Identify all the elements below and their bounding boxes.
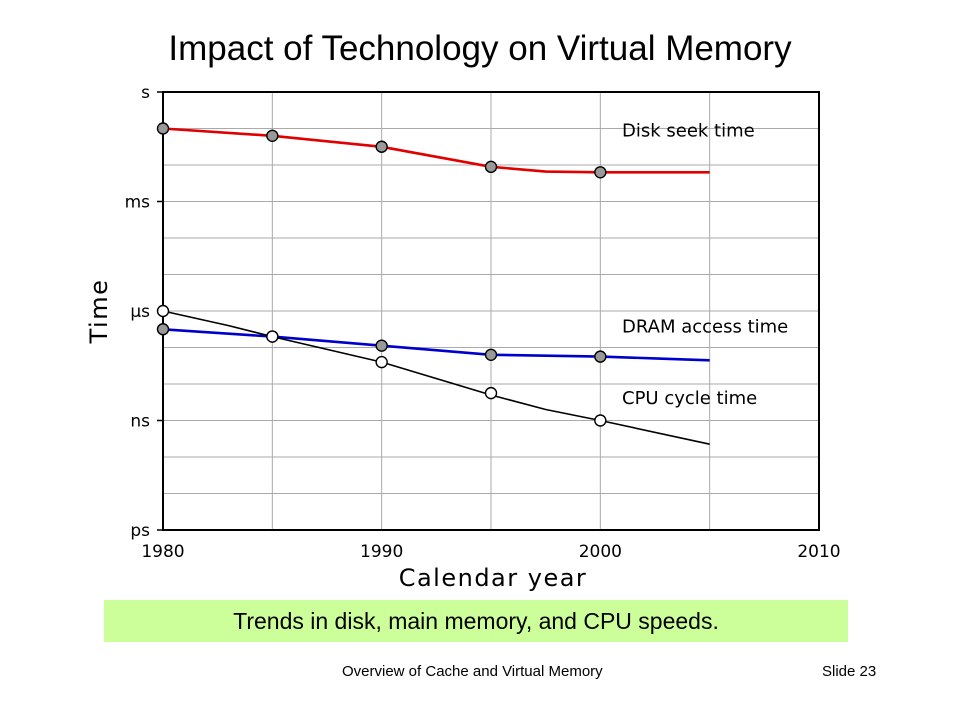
data-point: [156, 122, 170, 135]
data-point: [266, 129, 279, 143]
data-point: [375, 355, 388, 369]
data-point: [594, 350, 607, 363]
y-tick-label: ns: [130, 412, 150, 432]
data-point: [375, 339, 388, 352]
x-tick-label: 2010: [797, 542, 840, 562]
data-point: [484, 386, 498, 400]
slide-number: Slide 23: [822, 663, 877, 680]
y-tick-label: µs: [130, 302, 150, 322]
series-label: CPU cycle time: [622, 388, 757, 409]
x-tick-labels: 1980 1990 2000 2010: [141, 542, 840, 562]
data-point: [375, 140, 388, 153]
x-tick-label: 1990: [360, 542, 403, 562]
y-tick-label: ms: [125, 193, 151, 213]
x-tick-label: 2000: [579, 542, 622, 562]
chart-grid: [163, 92, 819, 530]
series-labels: Disk seek time DRAM access time CPU cycle …: [622, 120, 788, 409]
data-point: [594, 166, 607, 179]
y-tick-labels: s ms µs ns ps: [125, 83, 163, 541]
series-label: Disk seek time: [622, 120, 755, 141]
x-tick-label: 1980: [141, 542, 184, 562]
series-label: DRAM access time: [622, 316, 788, 337]
data-point: [156, 323, 170, 336]
data-point: [484, 160, 498, 174]
data-point: [266, 330, 279, 343]
series-line: [162, 310, 710, 445]
x-axis-title: Calendar year: [399, 564, 588, 592]
y-axis-title: Time: [85, 279, 113, 345]
caption-box: Trends in disk, main memory, and CPU spe…: [104, 600, 848, 642]
y-tick-label: ps: [130, 521, 150, 541]
footer-title: Overview of Cache and Virtual Memory: [342, 663, 603, 680]
y-tick-label: s: [141, 83, 150, 103]
data-point: [594, 414, 607, 427]
series-markers: [156, 122, 607, 427]
slide-title: Impact of Technology on Virtual Memory: [168, 29, 792, 68]
data-point: [156, 304, 170, 318]
data-point: [484, 348, 498, 361]
